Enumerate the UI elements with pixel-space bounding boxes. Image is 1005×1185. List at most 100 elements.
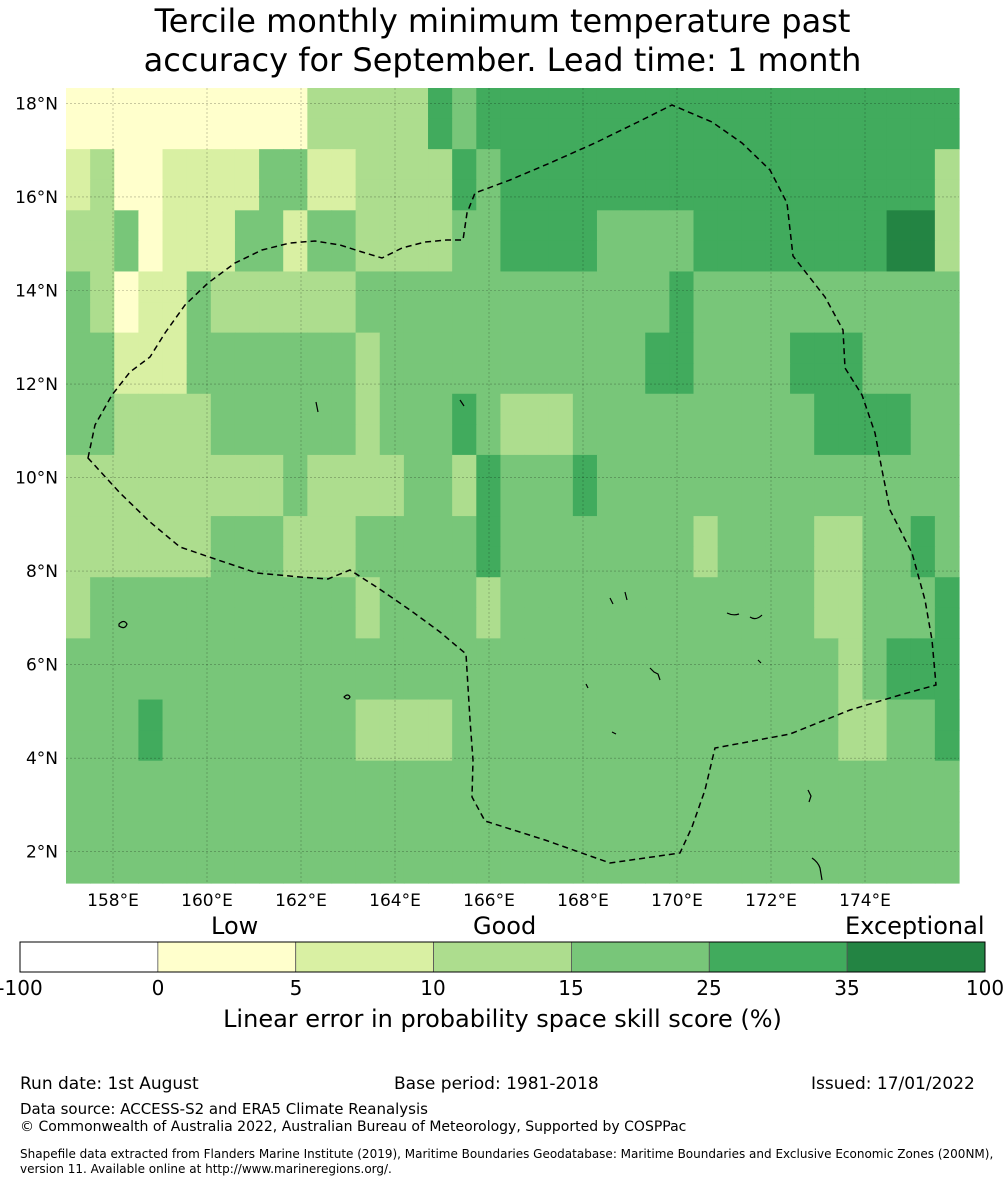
grid-cell xyxy=(838,516,864,548)
grid-cell xyxy=(814,88,839,120)
grid-cell xyxy=(66,516,91,548)
grid-cell xyxy=(114,240,140,273)
grid-cell xyxy=(114,668,140,701)
grid-cell xyxy=(234,332,260,364)
grid-cell xyxy=(90,118,115,150)
grid-cell xyxy=(693,546,719,578)
grid-cell xyxy=(307,852,333,884)
grid-cell xyxy=(765,210,791,242)
grid-cell xyxy=(210,577,236,609)
grid-cell xyxy=(645,240,670,273)
grid-cell xyxy=(259,240,284,273)
grid-cell xyxy=(645,821,670,854)
grid-cell xyxy=(548,668,574,701)
grid-cell xyxy=(596,118,622,150)
grid-cell xyxy=(524,179,550,211)
grid-cell xyxy=(90,332,115,364)
grid-cell xyxy=(645,271,670,303)
grid-cell xyxy=(403,577,429,609)
grid-cell xyxy=(717,791,743,823)
grid-cell xyxy=(452,516,477,548)
grid-cell xyxy=(379,668,405,701)
grid-cell xyxy=(428,791,453,823)
grid-cell xyxy=(693,485,719,517)
grid-cell xyxy=(403,668,429,701)
grid-cell xyxy=(934,240,960,273)
grid-cell xyxy=(138,852,164,884)
grid-cell xyxy=(331,149,357,181)
grid-cell xyxy=(596,271,622,303)
grid-cell xyxy=(355,88,381,120)
grid-cell xyxy=(259,424,284,456)
grid-cell xyxy=(307,699,333,731)
grid-cell xyxy=(814,668,839,701)
grid-cell xyxy=(886,271,912,303)
grid-cell xyxy=(693,424,719,456)
grid-cell xyxy=(790,118,815,150)
issued-date: Issued: 17/01/2022 xyxy=(811,1074,975,1094)
grid-cell xyxy=(814,240,839,273)
grid-cell xyxy=(331,638,357,670)
grid-cell xyxy=(234,760,260,792)
grid-cell xyxy=(403,546,429,578)
grid-cell xyxy=(162,852,188,884)
grid-cell xyxy=(838,638,864,670)
grid-cell xyxy=(645,393,670,425)
grid-cell xyxy=(621,424,646,456)
grid-cell xyxy=(934,424,960,456)
grid-cell xyxy=(572,393,598,425)
grid-cell xyxy=(693,516,719,548)
grid-cell xyxy=(355,454,381,487)
grid-cell xyxy=(138,454,164,487)
grid-cell xyxy=(234,546,260,578)
grid-cell xyxy=(621,88,646,120)
grid-cell xyxy=(862,210,888,242)
grid-cell xyxy=(886,699,912,731)
grid-cell xyxy=(66,88,91,120)
grid-cell xyxy=(934,791,960,823)
grid-cell xyxy=(790,271,815,303)
grid-cell xyxy=(838,240,864,273)
title-line-2: accuracy for September. Lead time: 1 mon… xyxy=(143,41,862,79)
grid-cell xyxy=(403,760,429,792)
grid-cell xyxy=(814,210,839,242)
grid-cell xyxy=(283,424,308,456)
grid-cell xyxy=(790,668,815,701)
grid-cell xyxy=(283,699,308,731)
grid-cell xyxy=(283,638,308,670)
grid-cell xyxy=(186,88,212,120)
grid-cell xyxy=(90,424,115,456)
longitude-tick-label: 160°E xyxy=(181,891,233,911)
grid-cell xyxy=(838,546,864,578)
grid-cell xyxy=(693,454,719,487)
grid-cell xyxy=(186,393,212,425)
grid-cell xyxy=(862,393,888,425)
grid-cell xyxy=(210,638,236,670)
grid-cell xyxy=(886,424,912,456)
grid-cell xyxy=(162,577,188,609)
grid-cell xyxy=(669,393,695,425)
grid-cell xyxy=(790,332,815,364)
grid-cell xyxy=(186,821,212,854)
grid-cell xyxy=(572,668,598,701)
grid-cell xyxy=(379,210,405,242)
grid-cell xyxy=(90,516,115,548)
grid-cell xyxy=(283,607,308,639)
grid-cell xyxy=(66,852,91,884)
grid-cell xyxy=(114,88,140,120)
grid-cell xyxy=(596,730,622,762)
grid-cell xyxy=(645,516,670,548)
grid-cell xyxy=(596,699,622,731)
grid-cell xyxy=(283,210,308,242)
grid-cell xyxy=(862,179,888,211)
grid-cell xyxy=(114,454,140,487)
grid-cell xyxy=(572,302,598,334)
grid-cell xyxy=(452,332,477,364)
grid-cell xyxy=(693,791,719,823)
grid-cell xyxy=(259,118,284,150)
grid-cell xyxy=(307,760,333,792)
data-source: Data source: ACCESS-S2 and ERA5 Climate … xyxy=(20,1100,428,1118)
grid-cell xyxy=(428,271,453,303)
grid-cell xyxy=(379,118,405,150)
grid-cell xyxy=(669,638,695,670)
